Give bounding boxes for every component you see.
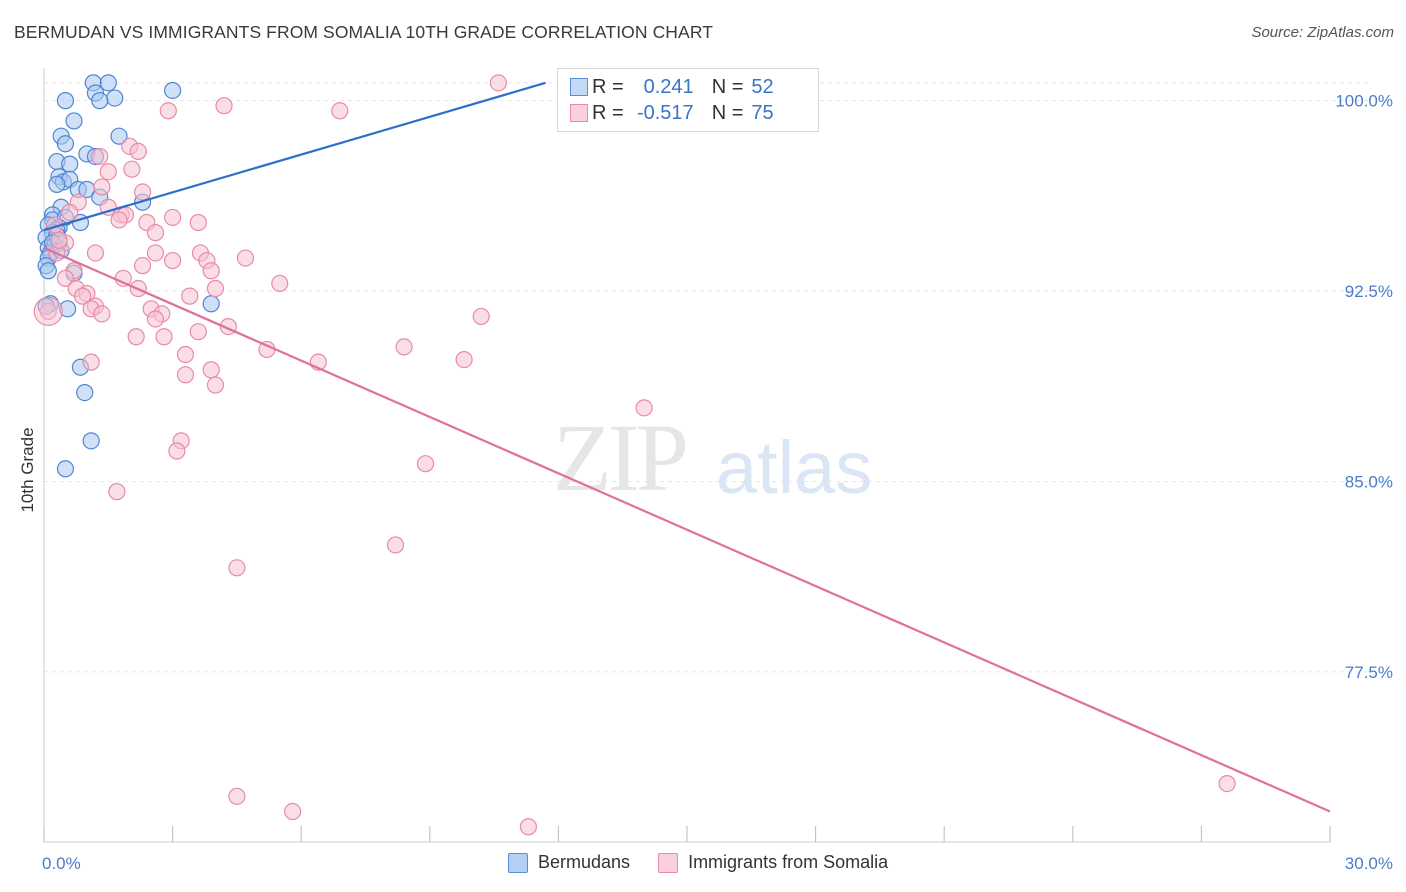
- point-somalia: [133, 183, 152, 201]
- point-somalia: [155, 328, 173, 346]
- correlation-legend: R = 0.241 N = 52 R = -0.517 N = 75: [557, 68, 819, 132]
- point-bermudans: [65, 112, 83, 130]
- point-somalia: [228, 787, 246, 805]
- legend-swatch-bermudans: [508, 852, 528, 873]
- point-somalia: [108, 483, 126, 501]
- point-somalia: [202, 361, 220, 379]
- source-label: Source: ZipAtlas.com: [1251, 24, 1394, 41]
- point-somalia: [164, 251, 182, 270]
- trendline-bermudans: [43, 81, 546, 232]
- point-somalia: [1218, 775, 1236, 793]
- point-bermudans: [56, 135, 75, 153]
- point-somalia: [146, 310, 165, 328]
- point-somalia: [416, 455, 435, 473]
- point-somalia: [99, 163, 117, 181]
- point-somalia: [236, 249, 255, 267]
- x-tick-label-max: 30.0%: [1345, 854, 1393, 873]
- y-tick-label: 77.5%: [1345, 663, 1393, 682]
- point-bermudans: [39, 262, 57, 280]
- point-somalia: [82, 353, 100, 371]
- point-somalia: [93, 305, 111, 323]
- point-bermudans: [99, 74, 117, 92]
- point-somalia: [176, 366, 195, 384]
- point-somalia: [215, 97, 233, 115]
- point-somalia: [635, 399, 653, 417]
- point-somalia: [146, 224, 165, 242]
- legend-swatch-somalia: [658, 852, 679, 873]
- watermark-zip: ZIP: [553, 404, 689, 511]
- y-tick-label: 100.0%: [1335, 92, 1393, 111]
- point-somalia: [189, 213, 207, 232]
- legend-n-label: N =: [711, 101, 744, 124]
- point-somalia: [129, 142, 147, 161]
- point-somalia: [189, 323, 207, 341]
- point-somalia-large: [33, 296, 63, 326]
- point-bermudans: [56, 92, 75, 110]
- point-somalia: [206, 376, 225, 394]
- legend-label-somalia: Immigrants from Somalia: [688, 852, 889, 872]
- legend-n-value: 75: [751, 101, 774, 124]
- point-somalia: [519, 818, 537, 836]
- point-bermudans: [48, 175, 66, 194]
- point-somalia: [123, 160, 141, 178]
- point-somalia: [284, 802, 302, 821]
- legend-label-bermudans: Bermudans: [538, 852, 631, 872]
- legend-row-somalia: R = -0.517 N = 75: [570, 101, 774, 125]
- point-somalia: [164, 208, 182, 227]
- point-somalia: [159, 102, 177, 120]
- legend-r-label: R =: [592, 75, 624, 98]
- point-bermudans: [91, 92, 109, 110]
- chart-title: BERMUDAN VS IMMIGRANTS FROM SOMALIA 10TH…: [14, 22, 714, 42]
- point-somalia: [133, 257, 152, 275]
- point-somalia: [56, 269, 75, 287]
- legend-item-somalia[interactable]: Immigrants from Somalia: [658, 852, 888, 873]
- point-somalia: [472, 307, 490, 326]
- point-somalia: [73, 287, 92, 305]
- point-somalia: [181, 287, 199, 305]
- point-somalia: [127, 328, 145, 346]
- x-tick-label-min: 0.0%: [42, 854, 81, 873]
- point-somalia: [86, 244, 105, 262]
- point-somalia: [61, 203, 79, 221]
- point-somalia: [331, 102, 349, 120]
- y-tick-label: 92.5%: [1345, 282, 1393, 301]
- watermark-atlas: atlas: [716, 426, 873, 509]
- point-somalia: [202, 262, 220, 280]
- point-somalia: [455, 350, 473, 369]
- point-somalia: [395, 338, 413, 356]
- point-somalia: [50, 231, 68, 249]
- legend-swatch-blue: [570, 78, 588, 96]
- series-legend: Bermudans Immigrants from Somalia: [508, 852, 916, 873]
- y-tick-label: 85.0%: [1345, 472, 1393, 491]
- point-somalia: [386, 536, 405, 554]
- point-somalia: [93, 178, 111, 196]
- legend-n-value: 52: [751, 75, 774, 98]
- legend-r-value: -0.517: [636, 101, 694, 124]
- point-somalia: [206, 279, 225, 298]
- point-bermudans: [56, 460, 75, 478]
- point-bermudans: [106, 89, 124, 107]
- point-bermudans: [110, 127, 128, 145]
- point-somalia: [110, 211, 128, 229]
- point-bermudans: [164, 81, 182, 100]
- point-bermudans: [202, 295, 220, 313]
- legend-item-bermudans[interactable]: Bermudans: [508, 852, 630, 873]
- legend-r-label: R =: [592, 101, 624, 124]
- point-bermudans: [82, 432, 100, 450]
- point-bermudans: [76, 384, 94, 402]
- point-somalia: [91, 147, 109, 166]
- point-somalia: [271, 274, 289, 293]
- legend-row-bermudans: R = 0.241 N = 52: [570, 75, 774, 99]
- point-somalia: [168, 442, 186, 460]
- legend-r-value: 0.241: [643, 75, 694, 98]
- point-somalia: [176, 345, 195, 364]
- legend-n-label: N =: [711, 75, 744, 98]
- point-somalia: [489, 74, 507, 92]
- trendline-somalia: [43, 246, 1331, 813]
- point-somalia: [228, 559, 246, 577]
- point-bermudans: [61, 155, 79, 173]
- point-somalia: [146, 244, 165, 262]
- legend-swatch-pink: [570, 104, 588, 122]
